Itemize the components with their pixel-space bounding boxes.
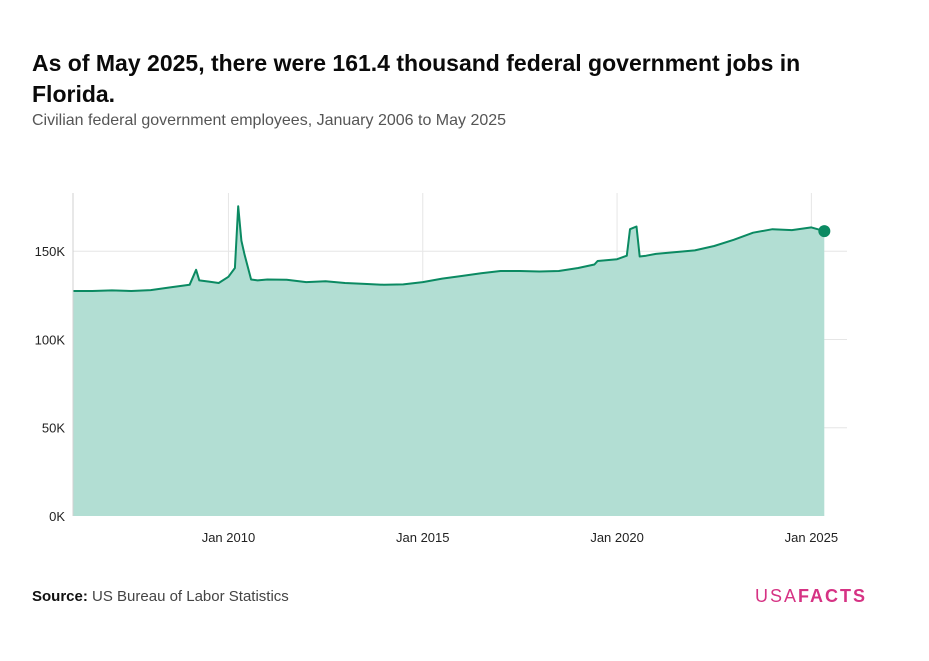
x-tick-label: Jan 2010: [202, 530, 256, 545]
x-tick-label: Jan 2025: [785, 530, 839, 545]
x-tick-label: Jan 2020: [590, 530, 644, 545]
axes: 0K 50K 100K 150K Jan 2010 Jan 2015 Jan 2020 Jan…: [35, 193, 839, 545]
source-text: US Bureau of Labor Statistics: [92, 588, 289, 605]
source-label: Source:: [32, 588, 88, 605]
y-tick-label: 100K: [35, 332, 66, 347]
usafacts-logo[interactable]: USAFACTS: [755, 586, 867, 607]
series-area-fill: [73, 206, 825, 516]
y-tick-label: 0K: [49, 509, 65, 524]
area-series: [73, 205, 831, 516]
source-note: Source: US Bureau of Labor Statistics: [32, 588, 289, 605]
chart-subtitle: Civilian federal government employees, J…: [32, 112, 507, 129]
y-tick-label: 50K: [42, 421, 65, 436]
last-data-point[interactable]: [818, 225, 831, 238]
logo-part-facts: FACTS: [798, 586, 868, 606]
x-tick-label: Jan 2015: [396, 530, 450, 545]
chart-title: As of May 2025, there were 161.4 thousan…: [32, 50, 801, 107]
y-tick-label: 150K: [35, 244, 66, 259]
series-line: [73, 205, 825, 292]
logo-part-usa: USA: [755, 586, 799, 606]
